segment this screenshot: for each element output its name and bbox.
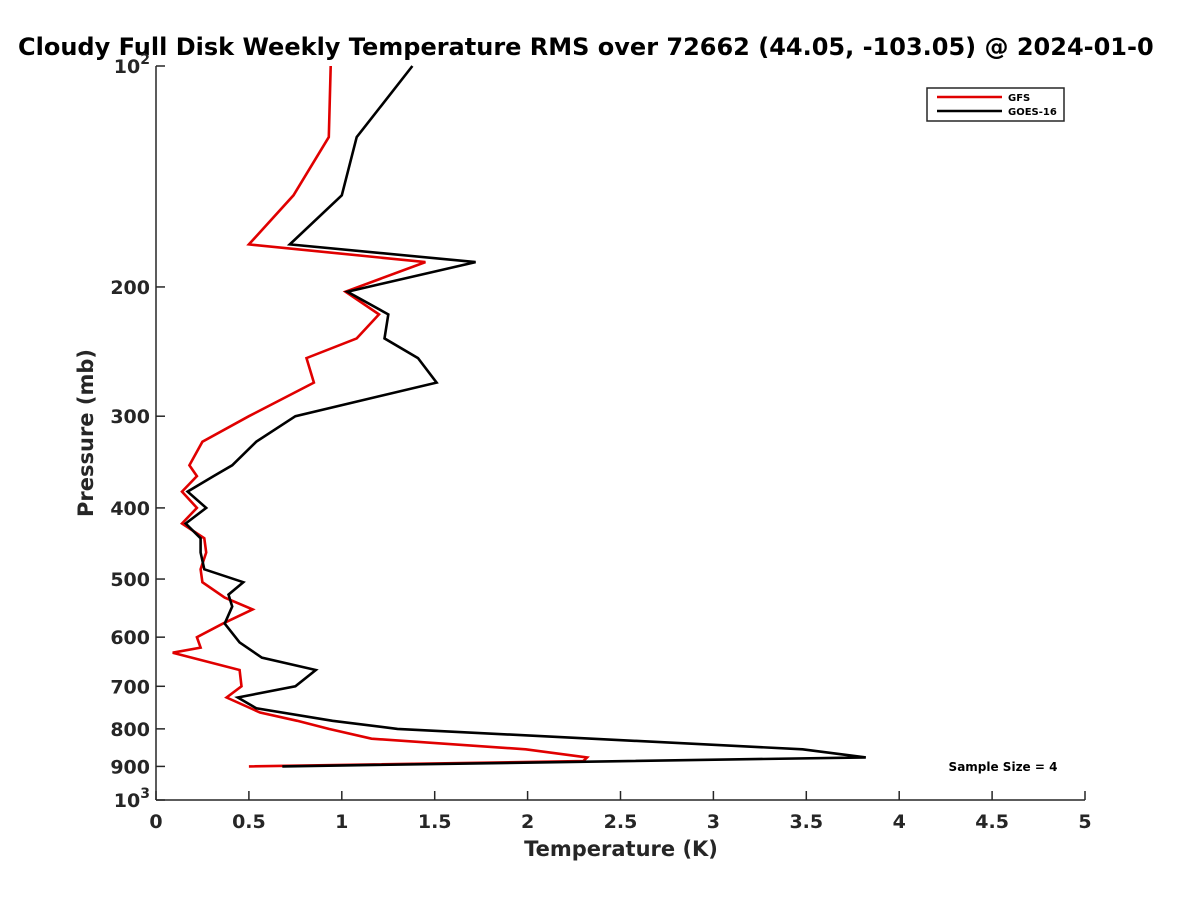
y-tick-label: 800 [110, 719, 150, 741]
x-tick-label: 4 [893, 811, 906, 833]
legend-label: GOES-16 [1008, 107, 1057, 118]
legend-box [926, 87, 1065, 122]
y-tick-label: 600 [110, 627, 150, 649]
x-tick-label: 2.5 [604, 811, 638, 833]
y-tick-label: 200 [110, 277, 150, 299]
x-tick-label: 4.5 [975, 811, 1009, 833]
x-tick-label: 0 [149, 811, 162, 833]
x-tick-label: 1 [335, 811, 348, 833]
y-tick-label: 300 [110, 406, 150, 428]
x-tick-label: 5 [1078, 811, 1091, 833]
legend: GFS GOES-16 [926, 87, 1065, 122]
series-line-gfs [172, 65, 590, 768]
y-tick-label: 400 [110, 498, 150, 520]
y-tick-label: 700 [110, 676, 150, 698]
y-tick-label: 102 [114, 52, 150, 78]
x-tick-label: 3.5 [789, 811, 823, 833]
y-axis-label: Pressure (mb) [74, 349, 98, 517]
chart-title: Cloudy Full Disk Weekly Temperature RMS … [18, 33, 1154, 61]
y-tick-label: 900 [110, 756, 150, 778]
x-tick-label: 3 [707, 811, 720, 833]
legend-label: GFS [1008, 93, 1030, 104]
x-axis: 0 0.5 1 1.5 2 2.5 3 3.5 4 4.5 5 [149, 791, 1092, 833]
y-tick-label: 103 [114, 786, 150, 812]
series-line-goes-16 [183, 65, 866, 768]
x-tick-label: 2 [521, 811, 534, 833]
x-tick-label: 1.5 [418, 811, 452, 833]
y-axis: 102 200 300 400 500 600 700 800 900 103 [110, 52, 165, 812]
x-tick-label: 0.5 [232, 811, 266, 833]
x-axis-label: Temperature (K) [524, 837, 718, 861]
plot-area [155, 66, 1085, 801]
series-layer [172, 65, 866, 768]
y-tick-label: 500 [110, 569, 150, 591]
sample-size-annotation: Sample Size = 4 [949, 760, 1058, 774]
